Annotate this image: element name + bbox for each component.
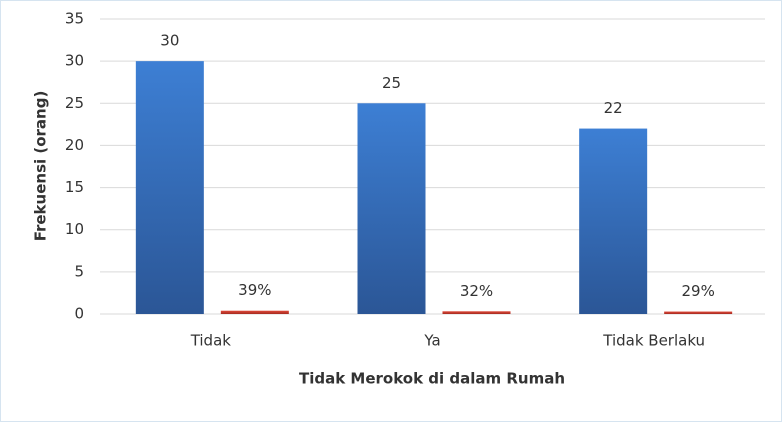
x-tick-label: Tidak bbox=[190, 332, 232, 350]
x-tick-label: Tidak Berlaku bbox=[602, 332, 705, 350]
y-axis-title: Frekuensi (orang) bbox=[32, 91, 50, 242]
data-label: 22 bbox=[604, 99, 623, 117]
data-label: 29% bbox=[681, 282, 714, 300]
bar bbox=[357, 103, 426, 315]
y-tick-label: 0 bbox=[74, 305, 84, 323]
y-tick-label: 25 bbox=[65, 94, 84, 112]
data-label: 39% bbox=[238, 281, 271, 299]
bar bbox=[220, 310, 289, 314]
y-tick-label: 20 bbox=[65, 136, 84, 154]
data-label: 25 bbox=[382, 74, 401, 92]
data-label: 30 bbox=[160, 32, 179, 50]
y-tick-label: 5 bbox=[74, 262, 84, 280]
bar bbox=[442, 311, 511, 314]
y-tick-label: 30 bbox=[65, 52, 84, 70]
bar bbox=[579, 128, 648, 314]
x-axis-title: Tidak Merokok di dalam Rumah bbox=[299, 370, 565, 388]
bar bbox=[135, 61, 204, 315]
bar bbox=[664, 311, 733, 314]
y-tick-label: 10 bbox=[65, 220, 84, 238]
y-tick-label: 15 bbox=[65, 178, 84, 196]
x-tick-label: Ya bbox=[423, 332, 440, 350]
y-tick-label: 35 bbox=[65, 10, 84, 28]
data-label: 32% bbox=[460, 282, 493, 300]
